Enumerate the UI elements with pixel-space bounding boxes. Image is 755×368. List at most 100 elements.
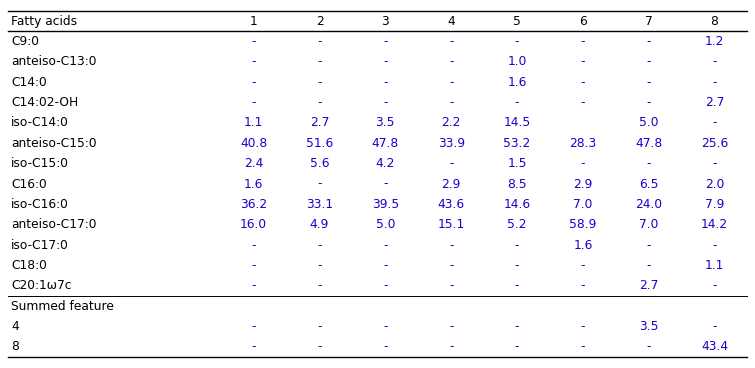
Text: 1.0: 1.0 bbox=[507, 56, 527, 68]
Text: -: - bbox=[251, 279, 256, 292]
Text: 1: 1 bbox=[250, 15, 257, 28]
Text: -: - bbox=[581, 340, 585, 353]
Text: 2: 2 bbox=[316, 15, 323, 28]
Text: -: - bbox=[515, 279, 519, 292]
Text: -: - bbox=[383, 96, 387, 109]
Text: 7: 7 bbox=[645, 15, 652, 28]
Text: 24.0: 24.0 bbox=[635, 198, 662, 211]
Text: -: - bbox=[515, 320, 519, 333]
Text: -: - bbox=[515, 96, 519, 109]
Text: -: - bbox=[383, 279, 387, 292]
Text: 8: 8 bbox=[11, 340, 19, 353]
Text: -: - bbox=[317, 96, 322, 109]
Text: -: - bbox=[251, 56, 256, 68]
Text: -: - bbox=[646, 259, 651, 272]
Text: -: - bbox=[515, 238, 519, 252]
Text: -: - bbox=[646, 35, 651, 48]
Text: -: - bbox=[646, 157, 651, 170]
Text: -: - bbox=[515, 35, 519, 48]
Text: 4.9: 4.9 bbox=[310, 218, 329, 231]
Text: -: - bbox=[515, 340, 519, 353]
Text: -: - bbox=[317, 340, 322, 353]
Text: 14.5: 14.5 bbox=[504, 116, 531, 130]
Text: -: - bbox=[317, 279, 322, 292]
Text: anteiso-C15:0: anteiso-C15:0 bbox=[11, 137, 97, 150]
Text: 5.0: 5.0 bbox=[375, 218, 395, 231]
Text: 51.6: 51.6 bbox=[306, 137, 333, 150]
Text: -: - bbox=[646, 56, 651, 68]
Text: 14.2: 14.2 bbox=[701, 218, 728, 231]
Text: -: - bbox=[383, 320, 387, 333]
Text: -: - bbox=[646, 340, 651, 353]
Text: -: - bbox=[712, 56, 716, 68]
Text: 47.8: 47.8 bbox=[371, 137, 399, 150]
Text: 7.0: 7.0 bbox=[639, 218, 658, 231]
Text: -: - bbox=[581, 279, 585, 292]
Text: 7.0: 7.0 bbox=[573, 198, 593, 211]
Text: -: - bbox=[581, 157, 585, 170]
Text: 1.6: 1.6 bbox=[507, 76, 527, 89]
Text: 2.7: 2.7 bbox=[639, 279, 658, 292]
Text: -: - bbox=[449, 96, 454, 109]
Text: C16:0: C16:0 bbox=[11, 177, 47, 191]
Text: -: - bbox=[449, 259, 454, 272]
Text: -: - bbox=[581, 35, 585, 48]
Text: -: - bbox=[712, 157, 716, 170]
Text: 5: 5 bbox=[513, 15, 521, 28]
Text: -: - bbox=[449, 76, 454, 89]
Text: 1.1: 1.1 bbox=[705, 259, 724, 272]
Text: 43.6: 43.6 bbox=[438, 198, 465, 211]
Text: 2.9: 2.9 bbox=[442, 177, 461, 191]
Text: -: - bbox=[383, 340, 387, 353]
Text: -: - bbox=[646, 96, 651, 109]
Text: C14:0: C14:0 bbox=[11, 76, 47, 89]
Text: Summed feature: Summed feature bbox=[11, 300, 114, 312]
Text: 33.9: 33.9 bbox=[438, 137, 465, 150]
Text: 7.9: 7.9 bbox=[705, 198, 724, 211]
Text: 3: 3 bbox=[381, 15, 390, 28]
Text: iso-C16:0: iso-C16:0 bbox=[11, 198, 69, 211]
Text: -: - bbox=[646, 238, 651, 252]
Text: 5.0: 5.0 bbox=[639, 116, 658, 130]
Text: -: - bbox=[317, 238, 322, 252]
Text: 6.5: 6.5 bbox=[639, 177, 658, 191]
Text: 15.1: 15.1 bbox=[438, 218, 465, 231]
Text: 58.9: 58.9 bbox=[569, 218, 596, 231]
Text: 2.7: 2.7 bbox=[705, 96, 724, 109]
Text: -: - bbox=[251, 238, 256, 252]
Text: -: - bbox=[317, 259, 322, 272]
Text: -: - bbox=[712, 116, 716, 130]
Text: -: - bbox=[712, 238, 716, 252]
Text: -: - bbox=[251, 259, 256, 272]
Text: -: - bbox=[449, 340, 454, 353]
Text: -: - bbox=[581, 320, 585, 333]
Text: -: - bbox=[317, 320, 322, 333]
Text: -: - bbox=[383, 76, 387, 89]
Text: -: - bbox=[251, 35, 256, 48]
Text: -: - bbox=[712, 320, 716, 333]
Text: -: - bbox=[646, 76, 651, 89]
Text: Fatty acids: Fatty acids bbox=[11, 15, 78, 28]
Text: 2.4: 2.4 bbox=[244, 157, 263, 170]
Text: -: - bbox=[317, 56, 322, 68]
Text: iso-C14:0: iso-C14:0 bbox=[11, 116, 69, 130]
Text: -: - bbox=[712, 279, 716, 292]
Text: 4.2: 4.2 bbox=[376, 157, 395, 170]
Text: 5.6: 5.6 bbox=[310, 157, 329, 170]
Text: -: - bbox=[383, 259, 387, 272]
Text: 3.5: 3.5 bbox=[639, 320, 658, 333]
Text: 25.6: 25.6 bbox=[701, 137, 728, 150]
Text: 1.6: 1.6 bbox=[573, 238, 593, 252]
Text: 1.1: 1.1 bbox=[244, 116, 263, 130]
Text: -: - bbox=[251, 96, 256, 109]
Text: -: - bbox=[317, 35, 322, 48]
Text: 2.0: 2.0 bbox=[705, 177, 724, 191]
Text: 1.5: 1.5 bbox=[507, 157, 527, 170]
Text: 2.9: 2.9 bbox=[573, 177, 593, 191]
Text: -: - bbox=[515, 259, 519, 272]
Text: C9:0: C9:0 bbox=[11, 35, 39, 48]
Text: C20:1ω7c: C20:1ω7c bbox=[11, 279, 72, 292]
Text: iso-C17:0: iso-C17:0 bbox=[11, 238, 69, 252]
Text: -: - bbox=[581, 96, 585, 109]
Text: -: - bbox=[581, 259, 585, 272]
